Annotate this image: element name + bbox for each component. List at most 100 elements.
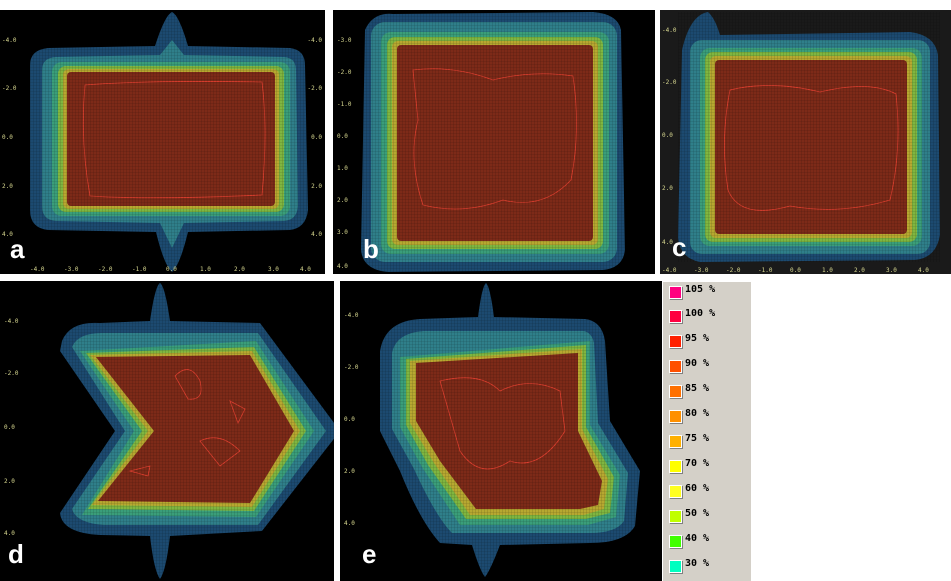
tick-label: 2.0 [234,266,245,273]
tick-label: 0.0 [2,134,13,141]
dose-map-d: -4.0 -2.0 0.0 2.0 4.0 [4,283,334,579]
tick-label: 1.0 [822,267,833,274]
dose-map-b: -3.0 -2.0 -1.0 0.0 1.0 2.0 3.0 4.0 [337,12,625,272]
tick-label: 4.0 [918,267,929,274]
tick-label: 3.0 [268,266,279,273]
legend-item: 95 % [669,331,749,351]
legend-swatch [669,560,682,573]
tick-label: -4.0 [308,37,323,44]
legend-swatch [669,410,682,423]
tick-label: 0.0 [790,267,801,274]
tick-label: 2.0 [4,478,15,485]
legend-item: 105 % [669,282,749,302]
tick-label: -2.0 [344,364,359,371]
tick-label: -2.0 [4,370,19,377]
legend-swatch [669,485,682,498]
panel-e: -4.0 -2.0 0.0 2.0 4.0 e [340,281,662,581]
legend-item: 80 % [669,406,749,426]
panel-label-a: a [10,234,25,264]
panel-label-b: b [363,234,379,264]
tick-label: -2.0 [308,85,323,92]
legend-label: 90 % [685,358,710,369]
dose-shape-b [361,12,625,272]
tick-label: 2.0 [662,185,673,192]
panel-c: -4.0 -2.0 0.0 2.0 4.0 -4.0 -3.0 -2.0 -1.… [660,10,951,274]
tick-label: -4.0 [344,312,359,319]
tick-label: -1.0 [337,101,352,108]
legend-swatch [669,435,682,448]
legend-label: 40 % [685,533,710,544]
tick-label: 2.0 [311,183,322,190]
dose-map-e: -4.0 -2.0 0.0 2.0 4.0 [344,283,642,577]
legend-swatch [669,335,682,348]
tick-label: -3.0 [694,267,709,274]
legend-swatch [669,360,682,373]
dose-shape-a [30,12,308,272]
axis-ticks-c: -4.0 -2.0 0.0 2.0 4.0 -4.0 -3.0 -2.0 -1.… [662,27,929,274]
legend-label: 70 % [685,458,710,469]
tick-label: -4.0 [662,27,677,34]
tick-label: 2.0 [344,468,355,475]
panel-label-c: c [672,232,687,262]
legend-swatch [669,310,682,323]
legend-label: 50 % [685,508,710,519]
legend-label: 100 % [685,308,716,319]
legend-label: 75 % [685,433,710,444]
tick-label: 4.0 [4,530,15,537]
tick-label: 4.0 [311,231,322,238]
tick-label: 0.0 [344,416,355,423]
panel-a: -4.0 -2.0 0.0 2.0 4.0 -4.0 -2.0 0.0 2.0 … [0,10,325,274]
panel-b: -3.0 -2.0 -1.0 0.0 1.0 2.0 3.0 4.0 b [333,10,655,274]
legend-label: 85 % [685,383,710,394]
legend-item: 90 % [669,356,749,376]
tick-label: -4.0 [4,318,19,325]
tick-label: 4.0 [337,263,348,270]
tick-label: -2.0 [2,85,17,92]
legend-label: 60 % [685,483,710,494]
legend-item: 85 % [669,381,749,401]
dose-shape-c [678,12,940,262]
tick-label: -2.0 [726,267,741,274]
tick-label: 2.0 [337,197,348,204]
tick-label: 1.0 [337,165,348,172]
axis-ticks-d: -4.0 -2.0 0.0 2.0 4.0 [4,318,19,537]
tick-label: 0.0 [166,266,177,273]
panel-label-d: d [8,539,24,569]
tick-label: 0.0 [337,133,348,140]
axis-ticks-b: -3.0 -2.0 -1.0 0.0 1.0 2.0 3.0 4.0 [337,37,352,270]
tick-label: -4.0 [2,37,17,44]
legend-swatch [669,535,682,548]
tick-label: -2.0 [662,79,677,86]
tick-label: 1.0 [200,266,211,273]
legend-item: 40 % [669,531,749,551]
tick-label: -2.0 [98,266,113,273]
legend-swatch [669,286,682,299]
legend-label: 105 % [685,284,716,295]
legend-swatch [669,460,682,473]
legend-item: 100 % [669,306,749,326]
dose-shape-d [60,283,334,579]
tick-label: 0.0 [4,424,15,431]
legend-item: 30 % [669,556,749,576]
tick-label: 2.0 [2,183,13,190]
tick-label: 4.0 [662,239,673,246]
dose-legend: 105 % 100 % 95 % 90 % 85 % 80 % 75 % 70 … [663,282,751,581]
dose-map-a: -4.0 -2.0 0.0 2.0 4.0 -4.0 -2.0 0.0 2.0 … [2,12,322,273]
tick-label: 4.0 [344,520,355,527]
tick-label: -4.0 [30,266,45,273]
tick-label: -2.0 [337,69,352,76]
legend-swatch [669,510,682,523]
panel-d: -4.0 -2.0 0.0 2.0 4.0 d [0,281,334,581]
dose-shape-e [380,283,642,577]
tick-label: 2.0 [854,267,865,274]
axis-ticks-a: -4.0 -2.0 0.0 2.0 4.0 -4.0 -2.0 0.0 2.0 … [2,37,322,273]
tick-label: -4.0 [662,267,677,274]
tick-label: 0.0 [311,134,322,141]
tick-label: 4.0 [300,266,311,273]
legend-item: 50 % [669,506,749,526]
tick-label: -1.0 [758,267,773,274]
tick-label: 4.0 [2,231,13,238]
legend-label: 95 % [685,333,710,344]
axis-ticks-e: -4.0 -2.0 0.0 2.0 4.0 [344,312,359,527]
legend-swatch [669,385,682,398]
